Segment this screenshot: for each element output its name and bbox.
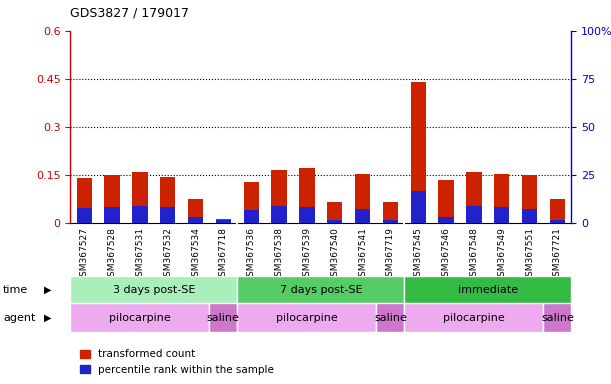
Text: 3 days post-SE: 3 days post-SE [112,285,195,295]
Bar [382,220,398,223]
Bar [216,219,231,223]
Bar [550,199,565,223]
Text: pilocarpine: pilocarpine [276,313,338,323]
Bar [104,175,120,223]
Bar [411,191,426,223]
Text: GSM367536: GSM367536 [247,227,255,282]
Text: GSM367551: GSM367551 [525,227,534,282]
Bar [188,217,203,223]
Text: immediate: immediate [458,285,518,295]
Bar [466,172,481,223]
Text: pilocarpine: pilocarpine [443,313,505,323]
Bar [160,207,175,223]
Text: GSM367539: GSM367539 [302,227,312,282]
Text: time: time [3,285,28,295]
Bar [355,209,370,223]
Legend: transformed count, percentile rank within the sample: transformed count, percentile rank withi… [76,345,279,379]
Bar [550,220,565,223]
Text: GDS3827 / 179017: GDS3827 / 179017 [70,6,189,19]
Bar [216,220,231,223]
Text: GSM367546: GSM367546 [442,227,450,282]
Text: GSM367549: GSM367549 [497,227,506,282]
Bar [404,276,571,303]
Text: GSM367548: GSM367548 [469,227,478,282]
Bar [404,303,543,332]
Bar [244,182,259,223]
Bar [466,206,481,223]
Text: 7 days post-SE: 7 days post-SE [279,285,362,295]
Bar [327,220,342,223]
Text: GSM367541: GSM367541 [358,227,367,282]
Bar [76,208,92,223]
Text: GSM367531: GSM367531 [136,227,144,282]
Text: GSM367545: GSM367545 [414,227,423,282]
Bar [70,303,210,332]
Text: saline: saline [374,313,407,323]
Bar [299,168,315,223]
Bar [522,175,537,223]
Bar [76,178,92,223]
Bar [271,206,287,223]
Bar [188,199,203,223]
Text: GSM367718: GSM367718 [219,227,228,282]
Text: agent: agent [3,313,35,323]
Bar [355,174,370,223]
Bar [411,82,426,223]
Bar [104,207,120,223]
Bar [522,209,537,223]
Bar [438,180,454,223]
Bar [327,202,342,223]
Bar [237,276,404,303]
Text: GSM367528: GSM367528 [108,227,117,282]
Bar [382,202,398,223]
Bar [271,170,287,223]
Bar [494,207,510,223]
Bar [132,206,147,223]
Bar [132,172,147,223]
Bar [237,303,376,332]
Bar [70,276,237,303]
Bar [494,174,510,223]
Bar [160,177,175,223]
Text: ▶: ▶ [44,313,51,323]
Bar [299,207,315,223]
Bar [376,303,404,332]
Text: pilocarpine: pilocarpine [109,313,170,323]
Text: GSM367719: GSM367719 [386,227,395,282]
Bar [210,303,237,332]
Text: GSM367534: GSM367534 [191,227,200,282]
Bar [543,303,571,332]
Text: GSM367532: GSM367532 [163,227,172,282]
Text: ▶: ▶ [44,285,51,295]
Text: GSM367540: GSM367540 [330,227,339,282]
Text: saline: saline [541,313,574,323]
Bar [438,217,454,223]
Text: GSM367527: GSM367527 [79,227,89,282]
Text: GSM367538: GSM367538 [274,227,284,282]
Text: saline: saline [207,313,240,323]
Text: GSM367721: GSM367721 [553,227,562,282]
Bar [244,210,259,223]
